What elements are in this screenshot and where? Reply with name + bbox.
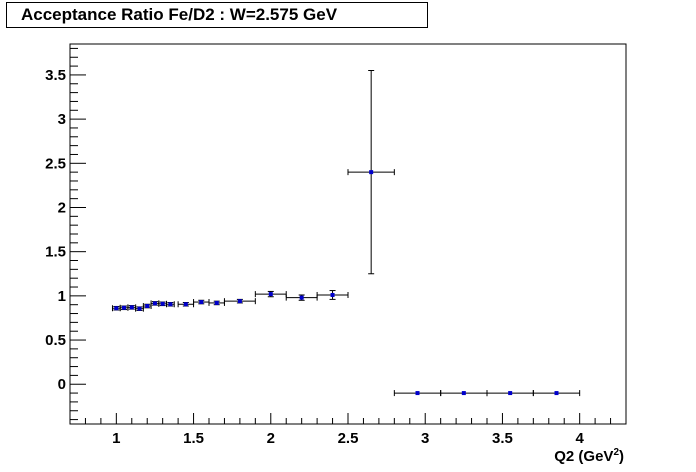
- data-marker: [152, 301, 157, 306]
- plot-frame: [69, 43, 627, 425]
- data-marker: [129, 305, 134, 310]
- data-point: [208, 299, 225, 306]
- data-point: [177, 301, 195, 308]
- data-marker: [145, 304, 150, 309]
- x-tick-label: 2: [267, 430, 275, 447]
- data-point: [440, 390, 488, 397]
- data-marker: [461, 391, 466, 396]
- data-point: [135, 305, 144, 312]
- data-point: [150, 300, 160, 307]
- data-point: [158, 300, 168, 307]
- data-marker: [114, 306, 119, 311]
- data-marker: [160, 301, 165, 306]
- data-point: [142, 303, 152, 310]
- data-point: [316, 290, 349, 300]
- data-marker: [554, 391, 559, 396]
- y-tick-label: 0: [58, 376, 66, 393]
- x-axis-title: Q2 (GeV2): [554, 447, 624, 465]
- chart-title: Acceptance Ratio Fe/D2 : W=2.575 GeV: [6, 2, 428, 28]
- data-marker: [237, 299, 242, 304]
- x-tick-label: 3.5: [492, 430, 513, 447]
- data-marker: [508, 391, 513, 396]
- data-marker: [330, 292, 335, 297]
- y-tick-label: 0.5: [45, 332, 66, 349]
- x-tick-label: 1.5: [183, 430, 204, 447]
- data-point: [254, 290, 287, 298]
- data-points: [111, 70, 581, 397]
- data-point: [393, 390, 442, 397]
- data-marker: [268, 292, 273, 297]
- x-tick-label: 3: [421, 430, 429, 447]
- data-marker: [369, 170, 374, 175]
- data-point: [486, 390, 534, 397]
- data-marker: [415, 391, 420, 396]
- data-marker: [214, 300, 219, 305]
- x-tick-label: 4: [575, 430, 584, 447]
- data-marker: [199, 300, 204, 305]
- x-tick-label: 2.5: [338, 430, 359, 447]
- y-tick-label: 3: [58, 111, 66, 128]
- y-tick-label: 2.5: [45, 155, 66, 172]
- data-point: [119, 304, 129, 311]
- y-tick-label: 1: [58, 288, 66, 305]
- y-tick-label: 2: [58, 199, 66, 216]
- data-marker: [299, 295, 304, 300]
- x-tick-label: 1: [112, 430, 120, 447]
- data-point: [347, 70, 395, 275]
- data-marker: [168, 302, 173, 307]
- data-point: [166, 301, 175, 308]
- data-marker: [137, 306, 142, 311]
- data-point: [193, 299, 210, 306]
- data-point: [223, 298, 256, 305]
- data-point: [111, 305, 121, 312]
- y-axis: 0 0.5 1 1.5 2 2.5 3 3.5: [45, 47, 86, 421]
- y-tick-label: 3.5: [45, 67, 66, 84]
- data-point: [127, 304, 137, 311]
- data-point: [532, 390, 581, 397]
- data-point: [285, 294, 318, 301]
- x-axis: 1 1.5 2 2.5 3 3.5 4: [84, 413, 612, 447]
- y-tick-label: 1.5: [45, 244, 66, 261]
- data-marker: [183, 302, 188, 307]
- data-marker: [122, 305, 127, 310]
